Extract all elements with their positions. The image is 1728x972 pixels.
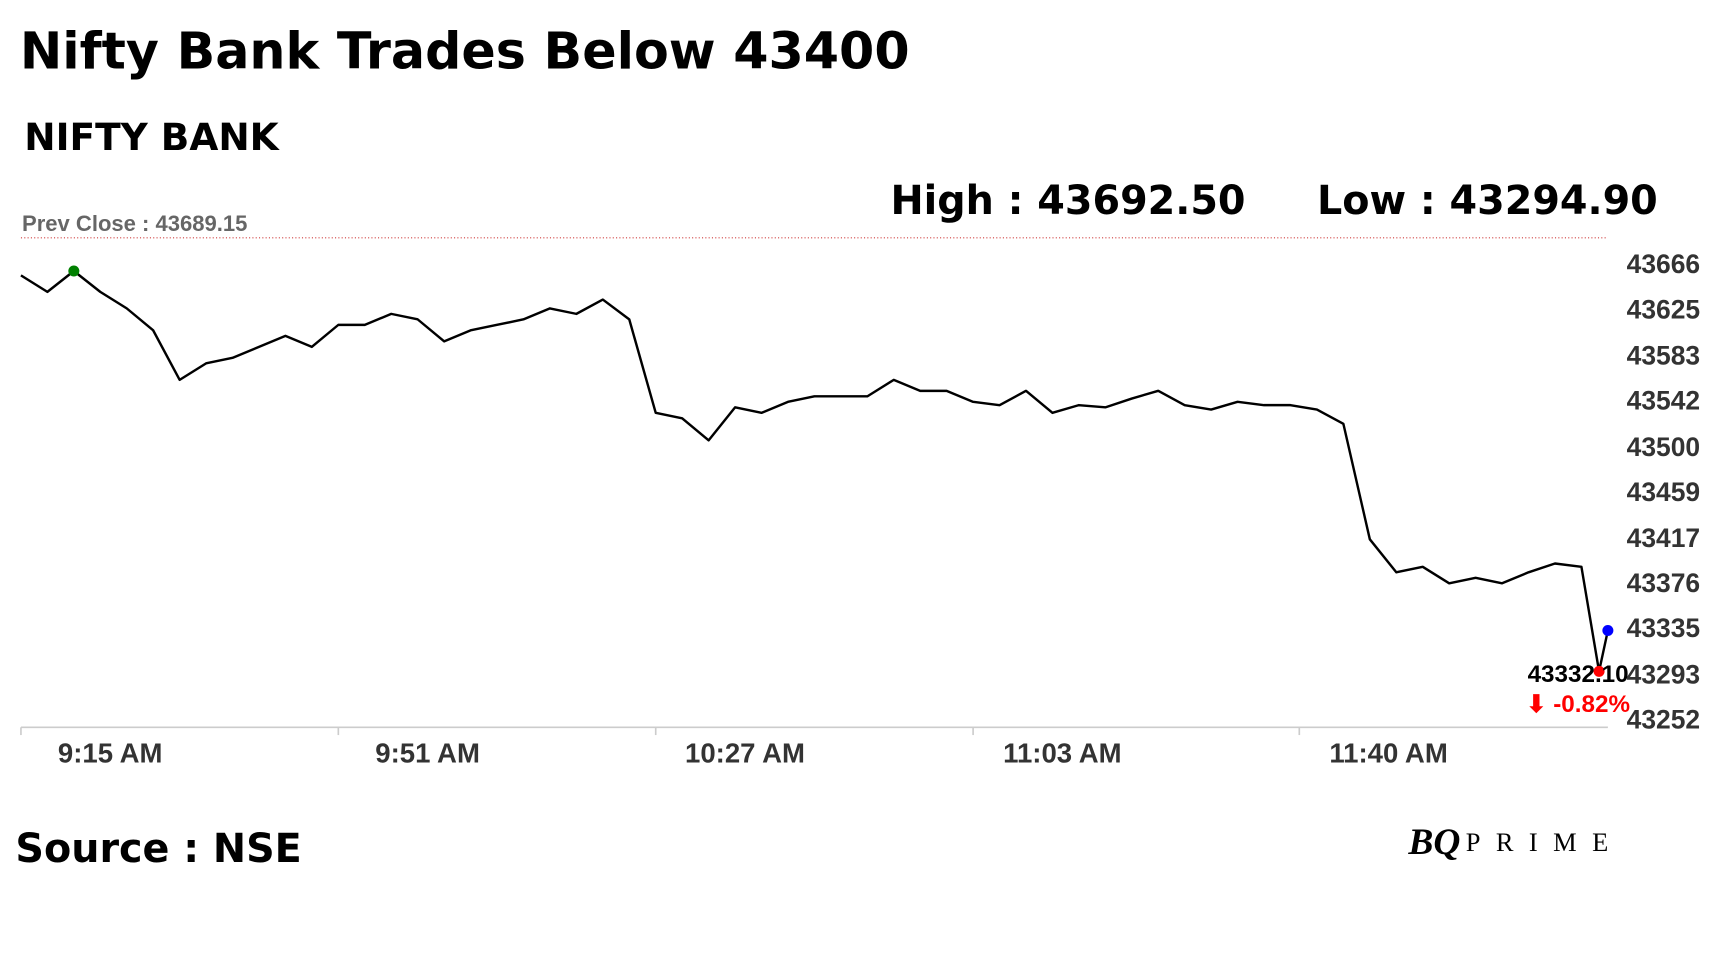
change-label: ⬇ -0.82% xyxy=(1526,691,1630,718)
y-tick-label: 43666 xyxy=(1627,249,1701,279)
y-tick-label: 43376 xyxy=(1627,568,1701,598)
x-tick-label: 11:03 AM xyxy=(1003,738,1121,769)
source: Source : NSE xyxy=(15,826,301,872)
price-line xyxy=(20,269,1610,673)
last-dot xyxy=(1602,624,1614,636)
y-tick-label: 43417 xyxy=(1627,523,1701,553)
subtitle: NIFTY BANK xyxy=(24,115,280,159)
brand-prime: PRIME xyxy=(1466,827,1624,857)
high-label: High : 43692.50 xyxy=(890,178,1245,224)
y-tick-label: 43293 xyxy=(1627,659,1701,689)
y-tick-label: 43583 xyxy=(1627,340,1701,370)
y-tick-label: 43500 xyxy=(1627,432,1701,462)
x-tick-label: 11:40 AM xyxy=(1329,738,1447,769)
high-dot xyxy=(68,265,80,277)
y-tick-label: 43252 xyxy=(1627,704,1701,734)
low-label: Low : 43294.90 xyxy=(1317,178,1658,224)
prev-close-label: Prev Close : 43689.15 xyxy=(22,211,247,236)
last-value-label: 43332.10 xyxy=(1528,661,1629,688)
chart-title: Nifty Bank Trades Below 43400 xyxy=(20,21,910,80)
y-tick-label: 43625 xyxy=(1627,294,1701,324)
x-tick-label: 9:15 AM xyxy=(58,738,163,769)
x-tick-label: 10:27 AM xyxy=(685,738,805,769)
y-tick-label: 43459 xyxy=(1627,477,1701,507)
y-tick-label: 43335 xyxy=(1627,613,1701,643)
low-dot xyxy=(1593,665,1605,677)
brand-bq: BQ xyxy=(1407,822,1460,863)
x-tick-label: 9:51 AM xyxy=(375,738,480,769)
y-tick-label: 43542 xyxy=(1627,386,1701,416)
